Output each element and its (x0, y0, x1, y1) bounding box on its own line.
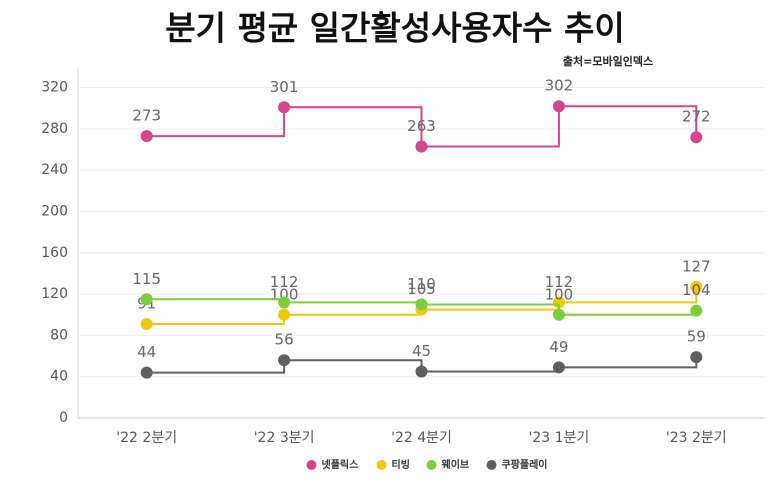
legend-swatch (376, 460, 387, 470)
x-tick-label: '23 1분기 (529, 430, 590, 446)
y-tick-label: 160 (41, 245, 68, 261)
data-point (690, 131, 703, 144)
data-point (415, 298, 428, 311)
legend-label: 웨이브 (442, 458, 470, 471)
data-point (140, 318, 153, 331)
data-label: 105 (407, 280, 436, 298)
y-tick-label: 40 (50, 369, 68, 385)
data-point (278, 296, 291, 309)
y-tick-label: 280 (41, 121, 68, 137)
data-label: 44 (137, 343, 156, 361)
legend-label: 넷플릭스 (322, 458, 359, 471)
x-tick-label: '23 2분기 (666, 430, 727, 446)
data-point (415, 365, 428, 378)
data-label: 272 (682, 108, 711, 126)
y-tick-label: 80 (50, 327, 68, 343)
data-point (552, 100, 565, 113)
data-label: 127 (682, 257, 711, 275)
data-point (690, 351, 703, 364)
data-label: 110 (407, 275, 436, 293)
data-point (278, 101, 291, 114)
data-label: 115 (132, 270, 161, 288)
data-label: 104 (682, 281, 711, 299)
data-point (278, 308, 291, 321)
legend-swatch (486, 460, 497, 470)
y-tick-label: 120 (41, 286, 68, 302)
x-tick-label: '22 4분기 (391, 430, 452, 446)
legend-label: 티빙 (392, 458, 410, 471)
data-label: 45 (412, 342, 431, 360)
data-label: 59 (687, 328, 706, 346)
data-label: 56 (275, 331, 294, 349)
data-point (140, 366, 153, 379)
x-tick-label: '22 2분기 (116, 430, 177, 446)
legend-swatch (426, 460, 437, 470)
source: 출처=모바일인덱스 (563, 54, 653, 68)
data-point (278, 354, 291, 367)
data-point (552, 361, 565, 374)
data-label: 49 (549, 338, 568, 356)
data-point (690, 304, 703, 317)
data-point (552, 308, 565, 321)
legend-swatch (306, 460, 317, 470)
y-tick-label: 0 (59, 410, 68, 426)
data-label: 100 (545, 285, 574, 303)
y-tick-label: 320 (41, 80, 68, 96)
data-label: 263 (407, 117, 436, 135)
data-point (415, 140, 428, 153)
chart-title: 분기 평균 일간활성사용자수 추이 (165, 9, 625, 48)
y-tick-label: 200 (41, 204, 68, 220)
data-label: 301 (270, 78, 299, 96)
data-point (140, 293, 153, 306)
data-point (140, 130, 153, 143)
legend-label: 쿠팡플레이 (502, 458, 548, 471)
data-label: 112 (545, 273, 574, 291)
x-tick-label: '22 3분기 (254, 430, 315, 446)
data-label: 273 (132, 107, 161, 125)
data-label: 112 (270, 273, 299, 291)
y-tick-label: 240 (41, 162, 68, 178)
data-label: 302 (545, 77, 574, 95)
data-point (690, 280, 703, 293)
